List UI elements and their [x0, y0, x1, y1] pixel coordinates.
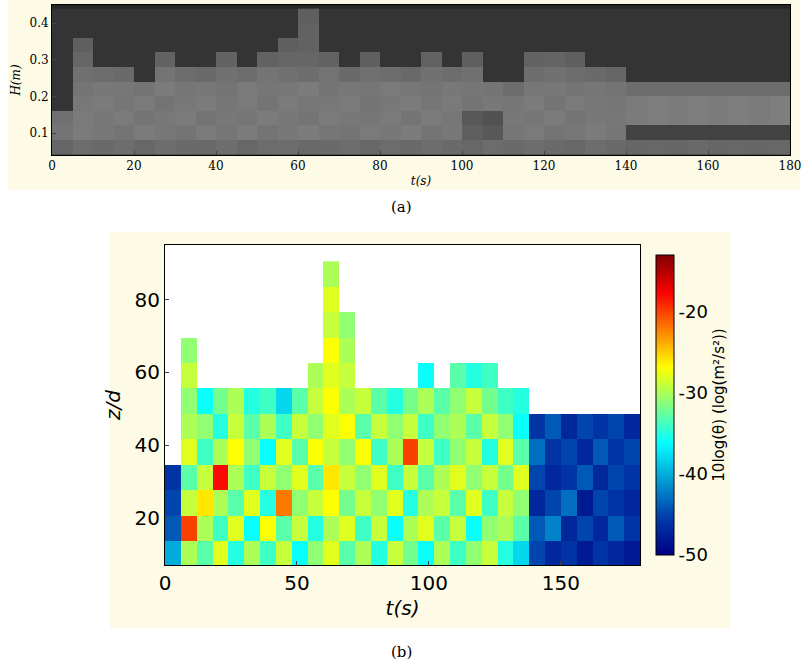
svg-text:20: 20: [135, 506, 160, 530]
svg-text:40: 40: [208, 159, 223, 173]
svg-text:80: 80: [135, 288, 160, 312]
svg-text:0.1: 0.1: [30, 126, 49, 140]
svg-text:0.4: 0.4: [30, 16, 49, 30]
svg-text:t(s): t(s): [386, 596, 420, 620]
svg-text:(a): (a): [391, 198, 412, 216]
svg-text:(b): (b): [391, 643, 412, 661]
svg-text:-20: -20: [679, 301, 708, 322]
svg-text:-40: -40: [679, 463, 708, 484]
svg-text:-50: -50: [679, 544, 708, 565]
svg-text:0: 0: [48, 159, 56, 173]
svg-text:10log(θ) (log(m²/s²)): 10log(θ) (log(m²/s²)): [710, 328, 728, 481]
svg-text:140: 140: [615, 159, 638, 173]
svg-text:40: 40: [135, 433, 160, 457]
svg-text:20: 20: [126, 159, 141, 173]
svg-text:120: 120: [533, 159, 556, 173]
svg-text:50: 50: [284, 571, 309, 595]
svg-text:100: 100: [410, 571, 448, 595]
svg-text:160: 160: [697, 159, 720, 173]
svg-text:60: 60: [135, 360, 160, 384]
svg-text:t(s): t(s): [411, 174, 432, 188]
svg-text:z/d: z/d: [101, 390, 125, 421]
svg-text:-30: -30: [679, 382, 708, 403]
svg-text:0.2: 0.2: [30, 90, 49, 104]
svg-text:150: 150: [542, 571, 580, 595]
svg-text:0.3: 0.3: [30, 53, 49, 67]
svg-text:60: 60: [290, 159, 305, 173]
svg-text:80: 80: [372, 159, 387, 173]
svg-text:0: 0: [159, 571, 172, 595]
svg-text:H(m): H(m): [9, 64, 23, 97]
svg-text:100: 100: [451, 159, 474, 173]
svg-text:180: 180: [779, 159, 802, 173]
